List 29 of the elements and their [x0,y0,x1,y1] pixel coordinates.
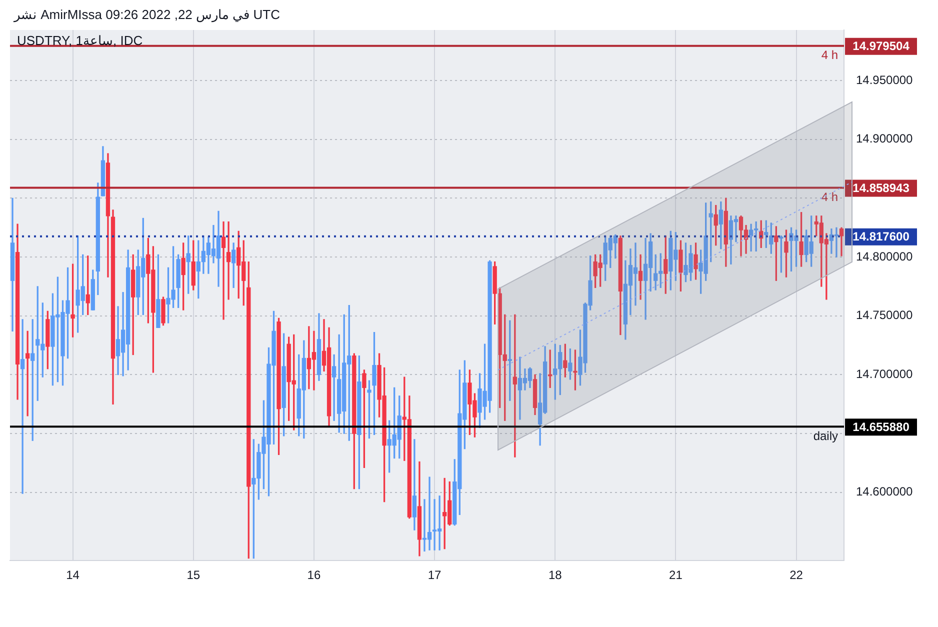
candlestick [332,354,336,421]
y-tick-label: 14.700000 [856,367,914,382]
y-tick-label: 14.750000 [856,308,914,322]
y-tick-label: 14.900000 [856,132,914,146]
ref-line-label: 14.858943 [852,181,910,196]
x-tick-label: 17 [428,568,442,582]
chart-title: USDTRY, 1ساعة, IDC [17,33,143,48]
y-tick-label: 14.950000 [856,72,914,87]
ref-line-label: 14.655880 [852,420,910,434]
candlestick [512,314,517,458]
ref-line-label: 14.979504 [852,39,910,54]
candlestick [638,254,643,300]
annotation: 4 h [821,190,838,204]
x-tick-label: 21 [669,568,683,582]
x-tick-label: 14 [66,568,80,582]
chart-subtitle: نشر AmirMIssa في مارس 22, 2022 09:26 UTC [14,7,280,22]
x-tick-label: 15 [186,568,200,582]
annotation: 4 h [821,48,838,62]
ref-line-label: 14.817600 [852,230,910,244]
x-tick-label: 18 [548,568,562,582]
candlestick [221,221,226,320]
x-tick-label: 22 [790,568,804,582]
candlestick [412,439,417,530]
y-tick-label: 14.600000 [856,484,914,499]
candlestick [20,319,25,494]
annotation: daily [813,428,838,443]
candlestick [226,221,231,300]
x-tick-label: 16 [307,568,321,582]
y-tick-label: 14.800000 [856,249,914,264]
